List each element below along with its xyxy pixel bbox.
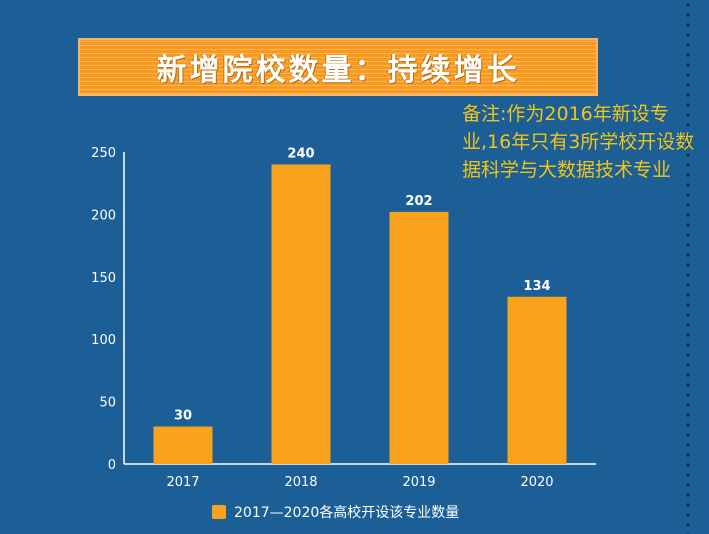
data-label: 30 (174, 409, 192, 424)
dotted-divider (686, 0, 690, 534)
legend-label: 2017—2020各高校开设该专业数量 (234, 505, 460, 521)
chart-title: 新增院校数量：持续增长 (156, 53, 520, 88)
legend: 2017—2020各高校开设该专业数量 (212, 502, 459, 522)
y-tick-label: 250 (91, 146, 116, 161)
bar (153, 426, 213, 464)
title-banner: 新增院校数量：持续增长 (78, 38, 598, 96)
data-label: 134 (523, 279, 550, 294)
y-tick-label: 50 (99, 396, 116, 411)
bar (389, 211, 449, 464)
y-tick-label: 200 (91, 208, 116, 223)
y-tick-label: 0 (108, 458, 116, 473)
x-tick-label: 2019 (402, 475, 435, 490)
footnote-text: 备注:作为2016年新设专业,16年只有3所学校开设数据科学与大数据技术专业 (462, 103, 695, 181)
x-tick-label: 2018 (284, 475, 317, 490)
bar (507, 296, 567, 464)
x-tick-label: 2020 (520, 475, 553, 490)
data-label: 202 (405, 194, 432, 209)
data-label: 240 (287, 146, 314, 161)
y-tick-label: 100 (91, 333, 116, 348)
bar (271, 164, 331, 465)
legend-swatch (212, 505, 226, 519)
y-tick-label: 150 (91, 271, 116, 286)
x-tick-label: 2017 (166, 475, 199, 490)
